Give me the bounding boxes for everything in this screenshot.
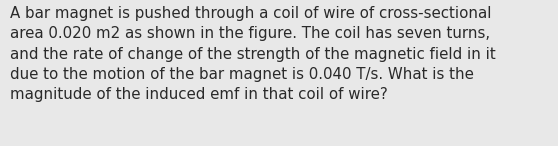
Text: A bar magnet is pushed through a coil of wire of cross-sectional
area 0.020 m2 a: A bar magnet is pushed through a coil of… <box>10 6 496 102</box>
